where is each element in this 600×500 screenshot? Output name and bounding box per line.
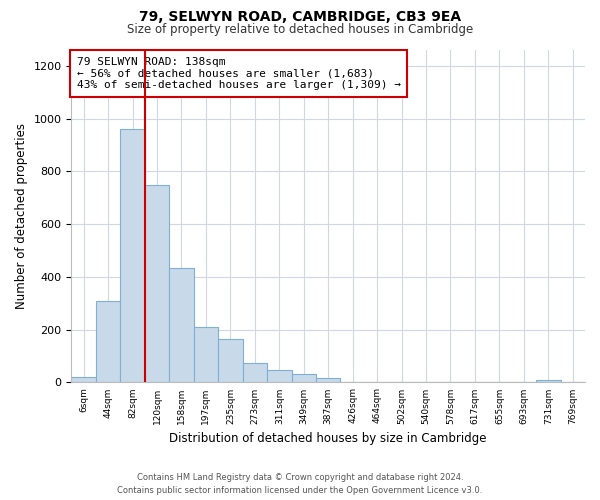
Bar xyxy=(267,370,292,382)
Bar xyxy=(194,327,218,382)
Bar xyxy=(169,268,194,382)
Bar xyxy=(121,129,145,382)
Text: Contains HM Land Registry data © Crown copyright and database right 2024.
Contai: Contains HM Land Registry data © Crown c… xyxy=(118,474,482,495)
Bar xyxy=(71,377,96,382)
Text: 79, SELWYN ROAD, CAMBRIDGE, CB3 9EA: 79, SELWYN ROAD, CAMBRIDGE, CB3 9EA xyxy=(139,10,461,24)
Y-axis label: Number of detached properties: Number of detached properties xyxy=(15,123,28,309)
Bar xyxy=(536,380,560,382)
Bar xyxy=(242,362,267,382)
Bar xyxy=(96,300,121,382)
Text: Size of property relative to detached houses in Cambridge: Size of property relative to detached ho… xyxy=(127,22,473,36)
X-axis label: Distribution of detached houses by size in Cambridge: Distribution of detached houses by size … xyxy=(169,432,487,445)
Bar xyxy=(145,184,169,382)
Text: 79 SELWYN ROAD: 138sqm
← 56% of detached houses are smaller (1,683)
43% of semi-: 79 SELWYN ROAD: 138sqm ← 56% of detached… xyxy=(77,56,401,90)
Bar xyxy=(316,378,340,382)
Bar xyxy=(292,374,316,382)
Bar xyxy=(218,339,242,382)
